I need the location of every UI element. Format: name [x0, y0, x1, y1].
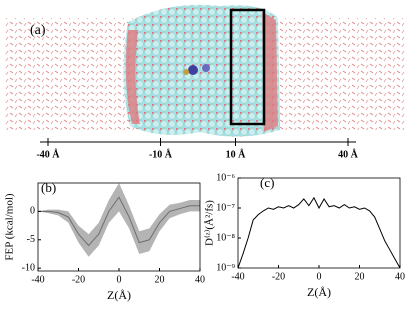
panel-label: (c) [260, 175, 274, 190]
x-tick-label: 0 [317, 271, 322, 282]
error-band [38, 183, 200, 257]
scale-label: -40 Å [36, 148, 60, 160]
y-axis-label: D⁽ᶻ⁾(Å²/fs) [204, 200, 216, 246]
panel-label: (b) [41, 180, 56, 195]
x-tick-label: -20 [272, 271, 285, 282]
y-tick-label: 10⁻⁶ [216, 172, 235, 183]
x-tick-label: 40 [195, 274, 205, 285]
scale-label: 10 Å [226, 148, 247, 160]
x-tick-label: 20 [155, 274, 165, 285]
scale-label: -10 Å [149, 148, 173, 160]
y-tick-label: 10⁻⁹ [216, 262, 235, 273]
x-tick-label: -20 [72, 274, 85, 285]
y-axis-label: FEP (kcal/mol) [4, 193, 16, 260]
panel-label: (a) [30, 23, 46, 38]
y-tick-label: 10⁻⁸ [216, 232, 235, 243]
x-axis-label: Z(Å) [107, 288, 131, 302]
axes-frame [237, 177, 401, 269]
y-tick-label: -5 [27, 234, 35, 245]
x-tick-label: 40 [395, 271, 405, 282]
x-axis-label: Z(Å) [307, 285, 331, 299]
data-line [38, 196, 200, 247]
scale-label: 40 Å [338, 148, 359, 160]
y-tick-label: 0 [30, 206, 35, 217]
x-tick-label: 20 [355, 271, 365, 282]
x-tick-label: -40 [231, 271, 244, 282]
molecular-render [4, 4, 406, 137]
y-tick-label: -10 [22, 262, 35, 273]
data-line [237, 196, 401, 269]
x-tick-label: -40 [31, 274, 44, 285]
y-tick-label: 10⁻⁷ [216, 202, 235, 213]
x-tick-label: 0 [117, 274, 122, 285]
